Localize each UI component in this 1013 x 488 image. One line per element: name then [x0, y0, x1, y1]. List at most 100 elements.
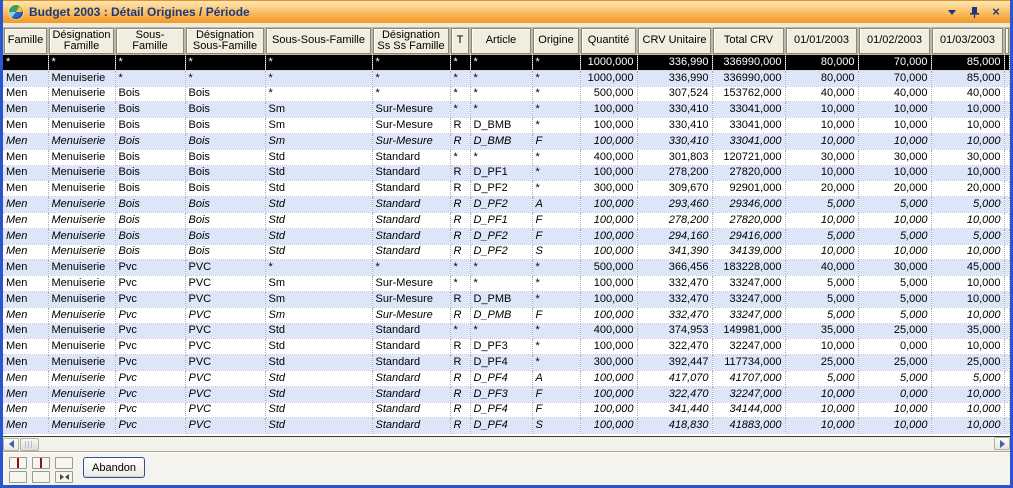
- cell-origine[interactable]: *: [532, 291, 581, 308]
- cell-origine[interactable]: *: [532, 338, 581, 356]
- cell-designation_famille[interactable]: Menuiserie: [48, 212, 116, 229]
- cell-article[interactable]: *: [470, 55, 533, 71]
- cell-total_crv[interactable]: 149981,000: [712, 323, 786, 340]
- cell-t[interactable]: R: [450, 180, 471, 198]
- cell-designation_ss_ss_famille[interactable]: Standard: [372, 244, 451, 261]
- cell-sous_famille[interactable]: Bois: [115, 244, 186, 261]
- cell-m_01_03_2003[interactable]: 85,000: [931, 70, 1005, 87]
- cell-m_01_02_2003[interactable]: 30,000: [858, 259, 932, 277]
- cell-designation_sous_famille[interactable]: Bois: [185, 133, 266, 150]
- cell-total_crv[interactable]: 33041,000: [712, 117, 786, 134]
- cell-sous_sous_famille[interactable]: Sm: [265, 117, 373, 134]
- cell-sous_sous_famille[interactable]: Sm: [265, 275, 373, 292]
- cell-m_01_02_2003[interactable]: 25,000: [858, 323, 932, 340]
- cell-crv_unitaire[interactable]: 307,524: [637, 86, 713, 103]
- cell-designation_sous_famille[interactable]: PVC: [185, 370, 266, 387]
- cell-designation_sous_famille[interactable]: PVC: [185, 417, 266, 435]
- abandon-button[interactable]: Abandon: [83, 457, 146, 478]
- cell-m_01_03_2003[interactable]: 20,000: [931, 180, 1005, 198]
- cell-total_crv[interactable]: 33247,000: [712, 275, 786, 292]
- cell-total_crv[interactable]: 29416,000: [712, 228, 786, 245]
- cell-t[interactable]: R: [450, 370, 471, 387]
- cell-m_01_01_2003[interactable]: 10,000: [785, 165, 859, 182]
- cell-origine[interactable]: *: [532, 55, 581, 71]
- cell-sous_sous_famille[interactable]: Std: [265, 244, 373, 261]
- cell-m_01_02_2003[interactable]: 25,000: [858, 354, 932, 371]
- cell-famille[interactable]: Men: [3, 291, 49, 308]
- cell-m_01_01_2003[interactable]: 5,000: [785, 370, 859, 387]
- cell-designation_famille[interactable]: Menuiserie: [48, 228, 116, 245]
- cell-designation_ss_ss_famille[interactable]: Standard: [372, 180, 451, 198]
- cell-designation_sous_famille[interactable]: PVC: [185, 354, 266, 371]
- cell-designation_famille[interactable]: Menuiserie: [48, 86, 116, 103]
- cell-crv_unitaire[interactable]: 278,200: [637, 212, 713, 229]
- scroll-left-button[interactable]: [3, 437, 19, 451]
- cell-designation_sous_famille[interactable]: Bois: [185, 86, 266, 103]
- cell-designation_ss_ss_famille[interactable]: *: [372, 86, 451, 103]
- cell-m_01_02_2003[interactable]: 10,000: [858, 101, 932, 119]
- cell-designation_famille[interactable]: Menuiserie: [48, 370, 116, 387]
- cell-m_01_02_2003[interactable]: 10,000: [858, 165, 932, 182]
- cell-sous_famille[interactable]: Bois: [115, 117, 186, 134]
- cell-sous_famille[interactable]: *: [115, 55, 186, 71]
- cell-crv_unitaire[interactable]: 330,410: [637, 117, 713, 134]
- cell-origine[interactable]: *: [532, 275, 581, 292]
- cell-m_01_01_2003[interactable]: 10,000: [785, 212, 859, 229]
- cell-quantite[interactable]: 100,000: [580, 417, 638, 435]
- cell-designation_famille[interactable]: Menuiserie: [48, 244, 116, 261]
- cell-quantite[interactable]: 300,000: [580, 180, 638, 198]
- cell-m_01_03_2003[interactable]: 10,000: [931, 307, 1005, 324]
- cell-sous_famille[interactable]: Bois: [115, 149, 186, 166]
- cell-article[interactable]: *: [470, 275, 533, 292]
- cell-article[interactable]: *: [470, 70, 533, 87]
- cell-quantite[interactable]: 100,000: [580, 291, 638, 308]
- cell-origine[interactable]: *: [532, 259, 581, 277]
- table-row[interactable]: Men Menuiserie Bois Bois Std Standard R D_PF2 A 1…: [3, 196, 1010, 213]
- blank-button[interactable]: [55, 457, 73, 469]
- cell-designation_sous_famille[interactable]: Bois: [185, 228, 266, 245]
- cell-m_01_01_2003[interactable]: 10,000: [785, 117, 859, 134]
- cell-origine[interactable]: *: [532, 86, 581, 103]
- cell-m_01_03_2003[interactable]: 10,000: [931, 244, 1005, 261]
- cell-m_01_03_2003[interactable]: 10,000: [931, 117, 1005, 134]
- cell-t[interactable]: R: [450, 354, 471, 371]
- table-row-grand-total[interactable]: * * * * * * * * * 1000,000 336,990 336990,000 80,000…: [3, 55, 1010, 71]
- cell-famille[interactable]: Men: [3, 244, 49, 261]
- cell-sous_sous_famille[interactable]: Sm: [265, 133, 373, 150]
- cell-m_01_03_2003[interactable]: 45,000: [931, 259, 1005, 277]
- cell-quantite[interactable]: 1000,000: [580, 70, 638, 87]
- cell-famille[interactable]: Men: [3, 212, 49, 229]
- cell-crv_unitaire[interactable]: 366,456: [637, 259, 713, 277]
- cell-quantite[interactable]: 100,000: [580, 212, 638, 229]
- cell-article[interactable]: D_PF1: [470, 165, 533, 182]
- cell-famille[interactable]: Men: [3, 228, 49, 245]
- cell-designation_famille[interactable]: Menuiserie: [48, 338, 116, 356]
- cell-origine[interactable]: F: [532, 133, 581, 150]
- cell-famille[interactable]: Men: [3, 101, 49, 119]
- cell-origine[interactable]: *: [532, 117, 581, 134]
- cell-sous_famille[interactable]: Pvc: [115, 417, 186, 435]
- cell-famille[interactable]: Men: [3, 386, 49, 403]
- cell-total_crv[interactable]: 32247,000: [712, 386, 786, 403]
- cell-designation_famille[interactable]: Menuiserie: [48, 259, 116, 277]
- cell-t[interactable]: R: [450, 117, 471, 134]
- cell-designation_sous_famille[interactable]: Bois: [185, 165, 266, 182]
- cell-designation_ss_ss_famille[interactable]: Standard: [372, 165, 451, 182]
- cell-crv_unitaire[interactable]: 309,670: [637, 180, 713, 198]
- cell-m_01_02_2003[interactable]: 5,000: [858, 228, 932, 245]
- cell-designation_famille[interactable]: Menuiserie: [48, 402, 116, 419]
- cell-designation_famille[interactable]: Menuiserie: [48, 354, 116, 371]
- cell-m_01_01_2003[interactable]: 20,000: [785, 180, 859, 198]
- cell-crv_unitaire[interactable]: 332,470: [637, 275, 713, 292]
- cell-sous_sous_famille[interactable]: Sm: [265, 101, 373, 119]
- cell-sous_sous_famille[interactable]: *: [265, 55, 373, 71]
- cell-total_crv[interactable]: 33041,000: [712, 101, 786, 119]
- table-row[interactable]: Men Menuiserie Pvc PVC Std Standard R D_PF3 F 100…: [3, 386, 1010, 403]
- cell-sous_famille[interactable]: Pvc: [115, 291, 186, 308]
- cell-article[interactable]: D_PF4: [470, 402, 533, 419]
- cell-article[interactable]: D_PF4: [470, 417, 533, 435]
- cell-famille[interactable]: Men: [3, 338, 49, 356]
- pin-icon[interactable]: [968, 6, 980, 18]
- cell-m_01_02_2003[interactable]: 10,000: [858, 402, 932, 419]
- cell-sous_sous_famille[interactable]: Sm: [265, 291, 373, 308]
